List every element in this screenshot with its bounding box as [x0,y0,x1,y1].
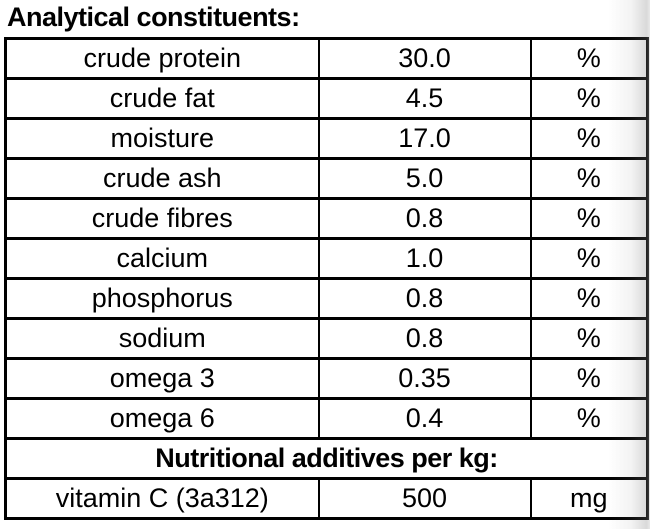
constituent-name: calcium [4,237,320,280]
constituent-unit: % [529,37,649,80]
section-header-row: Nutritional additives per kg: [4,437,649,480]
table-row: crude ash 5.0 % [4,157,649,200]
additive-row: vitamin C (3a312) 500 mg [4,477,649,520]
constituent-value: 0.4 [317,397,532,440]
section-header: Nutritional additives per kg: [4,437,649,480]
constituent-unit: % [529,77,649,120]
constituent-value: 17.0 [317,117,532,160]
constituent-unit: % [529,157,649,200]
table-row: phosphorus 0.8 % [4,277,649,320]
analytical-constituents-table: crude protein 30.0 % crude fat 4.5 % moi… [4,37,649,520]
constituent-value: 1.0 [317,237,532,280]
constituent-unit: % [529,197,649,240]
additive-value: 500 [317,477,532,520]
table-row: omega 3 0.35 % [4,357,649,400]
constituent-value: 4.5 [317,77,532,120]
table-row: sodium 0.8 % [4,317,649,360]
constituent-name: phosphorus [4,277,320,320]
constituent-unit: % [529,117,649,160]
constituent-unit: % [529,277,649,320]
constituent-unit: % [529,397,649,440]
additive-unit: mg [529,477,649,520]
constituent-value: 0.8 [317,317,532,360]
table-row: calcium 1.0 % [4,237,649,280]
constituent-name: moisture [4,117,320,160]
constituent-name: omega 6 [4,397,320,440]
constituent-value: 0.35 [317,357,532,400]
table-row: moisture 17.0 % [4,117,649,160]
constituent-value: 30.0 [317,37,532,80]
constituent-value: 5.0 [317,157,532,200]
constituent-unit: % [529,317,649,360]
table-row: crude fibres 0.8 % [4,197,649,240]
constituent-value: 0.8 [317,197,532,240]
page-title: Analytical constituents: [7,2,300,32]
constituent-value: 0.8 [317,277,532,320]
constituent-unit: % [529,237,649,280]
constituent-name: crude fat [4,77,320,120]
constituent-name: crude ash [4,157,320,200]
table-row: crude protein 30.0 % [4,37,649,80]
table-row: crude fat 4.5 % [4,77,649,120]
constituent-name: crude protein [4,37,320,80]
additive-name: vitamin C (3a312) [4,477,320,520]
constituent-name: crude fibres [4,197,320,240]
table-row: omega 6 0.4 % [4,397,649,440]
constituent-name: sodium [4,317,320,360]
constituent-unit: % [529,357,649,400]
constituent-name: omega 3 [4,357,320,400]
